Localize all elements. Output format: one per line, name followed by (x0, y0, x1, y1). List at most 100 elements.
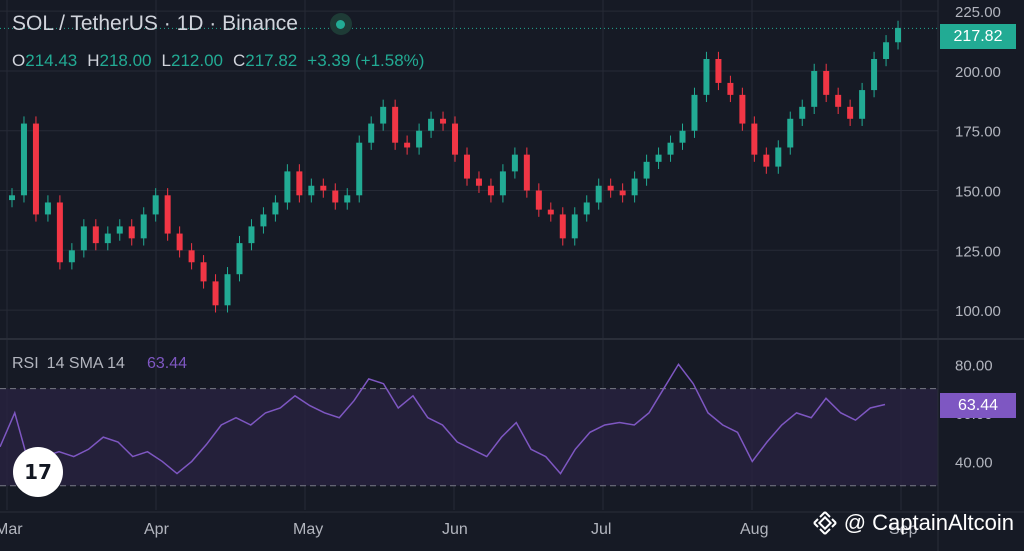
candle-body (284, 171, 291, 203)
candle-body (176, 233, 183, 251)
price-axis-tick: 100.00 (955, 303, 1001, 320)
candle-body (80, 226, 87, 251)
tradingview-logo-icon[interactable]: 17 (13, 447, 63, 497)
candle-body (404, 142, 411, 148)
candle-body (847, 106, 854, 119)
low-label: L (161, 51, 171, 70)
candle-body (332, 190, 339, 203)
time-axis-tick: Aug (740, 521, 768, 538)
candle-body (92, 226, 99, 244)
candle-body (751, 123, 758, 155)
candle-body (559, 214, 566, 239)
candle-body (212, 281, 219, 306)
price-axis-tick: 225.00 (955, 4, 1001, 21)
ohlc-legend: O214.43 H218.00 L212.00 C217.82 +3.39 (+… (12, 51, 424, 71)
candle-body (895, 27, 902, 43)
candle-body (523, 154, 530, 191)
price-axis-tick: 200.00 (955, 64, 1001, 81)
rsi-current-value: 63.44 (146, 355, 187, 372)
candle-body (368, 123, 375, 143)
candle-body (835, 94, 842, 107)
candle-body (68, 250, 75, 263)
time-axis-tick: May (293, 521, 323, 538)
watermark-text: @ CaptainAltcoin (843, 510, 1014, 535)
candle-body (487, 185, 494, 196)
candle-body (643, 161, 650, 179)
time-axis-tick: Jun (442, 521, 468, 538)
symbol-title[interactable]: SOL / TetherUS · 1D · Binance (12, 12, 298, 35)
watermark: @ CaptainAltcoin (812, 510, 1014, 536)
last-price-tag: 217.82 (940, 24, 1016, 49)
candle-body (200, 262, 207, 282)
price-axis-tick: 175.00 (955, 124, 1001, 141)
candle-body (248, 226, 255, 244)
rsi-label[interactable]: RSI (12, 355, 39, 372)
time-axis-tick: Jul (591, 521, 611, 538)
candle-body (775, 147, 782, 167)
candle-body (811, 70, 818, 107)
candle-body (56, 202, 63, 263)
candle-body (104, 233, 111, 244)
candle-body (655, 154, 662, 162)
candle-body (703, 59, 710, 95)
candle-body (20, 123, 27, 196)
high-value: 218.00 (99, 51, 152, 70)
candle-body (164, 195, 171, 234)
candle-body (799, 106, 806, 119)
candle-body (691, 94, 698, 131)
low-value: 212.00 (170, 51, 223, 70)
candle-body (763, 154, 770, 167)
candle-body (128, 226, 135, 239)
candle-body (260, 214, 267, 227)
candle-body (535, 190, 542, 210)
candle-body (727, 82, 734, 95)
close-value: 217.82 (245, 51, 298, 70)
candle-body (619, 190, 626, 196)
candle-body (344, 195, 351, 203)
candle-body (356, 142, 363, 196)
candle-body (296, 171, 303, 196)
candle-body (547, 209, 554, 215)
candle-body (631, 178, 638, 196)
candle-body (823, 70, 830, 95)
change-value: +3.39 (+1.58%) (307, 51, 425, 70)
candle-body (667, 142, 674, 155)
candle-body (380, 106, 387, 124)
rsi-axis-tick: 80.00 (955, 357, 993, 374)
rsi-legend: RSI 14 SMA 14 63.44 (12, 355, 187, 373)
candle-body (236, 243, 243, 275)
candle-body (440, 118, 447, 124)
rsi-params: 14 SMA 14 (46, 355, 125, 372)
candle-body (679, 130, 686, 143)
time-axis-tick: Sep (889, 521, 918, 538)
market-open-icon (329, 13, 352, 35)
candle-body (715, 59, 722, 83)
candle-body (308, 185, 315, 196)
candle-body (595, 185, 602, 203)
open-value: 214.43 (25, 51, 78, 70)
candle-body (416, 130, 423, 148)
time-axis-tick: Mar (0, 521, 23, 538)
candle-body (44, 202, 51, 215)
candle-body (787, 118, 794, 148)
candle-body (859, 90, 866, 119)
candle-body (272, 202, 279, 215)
candle-body (9, 195, 15, 201)
candle-body (463, 154, 470, 179)
candle-body (452, 123, 459, 155)
time-axis-tick: Apr (144, 521, 170, 538)
candle-body (188, 250, 195, 263)
candle-body (871, 59, 878, 91)
open-label: O (12, 51, 26, 70)
candle-body (739, 94, 746, 124)
binance-logo-icon (812, 511, 837, 535)
candle-body (428, 118, 435, 131)
candle-body (116, 226, 123, 234)
chart-header: SOL / TetherUS · 1D · Binance (12, 12, 352, 36)
candle-body (224, 274, 231, 306)
candle-body (571, 214, 578, 239)
candle-body (392, 106, 399, 143)
candle-body (583, 202, 590, 215)
close-label: C (232, 51, 246, 70)
